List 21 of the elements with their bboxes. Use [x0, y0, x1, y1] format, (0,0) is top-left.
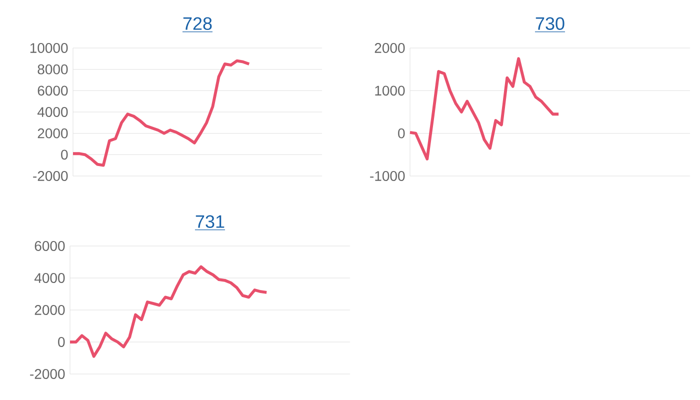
- y-tick-label: -1000: [370, 171, 405, 181]
- y-tick-label: 6000: [38, 86, 68, 96]
- y-tick-label: 6000: [34, 241, 65, 251]
- y-tick-label: 2000: [374, 43, 405, 53]
- chart-title: 728: [183, 17, 212, 30]
- y-tick-label: 0: [398, 128, 405, 138]
- line-series: [68, 265, 268, 358]
- y-tick-label: -2000: [33, 171, 68, 181]
- y-tick-label: 10000: [30, 43, 68, 53]
- y-tick-label: 2000: [38, 128, 68, 138]
- line-series: [72, 59, 251, 167]
- y-tick-label: 4000: [34, 273, 65, 283]
- y-tick-label: -2000: [30, 369, 65, 379]
- y-tick-label: 8000: [38, 64, 68, 74]
- y-tick-label: 0: [61, 150, 68, 160]
- y-tick-label: 4000: [37, 107, 68, 117]
- y-tick-label: 2000: [34, 305, 65, 315]
- chart-title: 730: [536, 17, 564, 30]
- y-tick-label: 0: [58, 337, 65, 347]
- y-tick-label: 1000: [375, 86, 405, 96]
- chart-title: 731: [196, 215, 224, 228]
